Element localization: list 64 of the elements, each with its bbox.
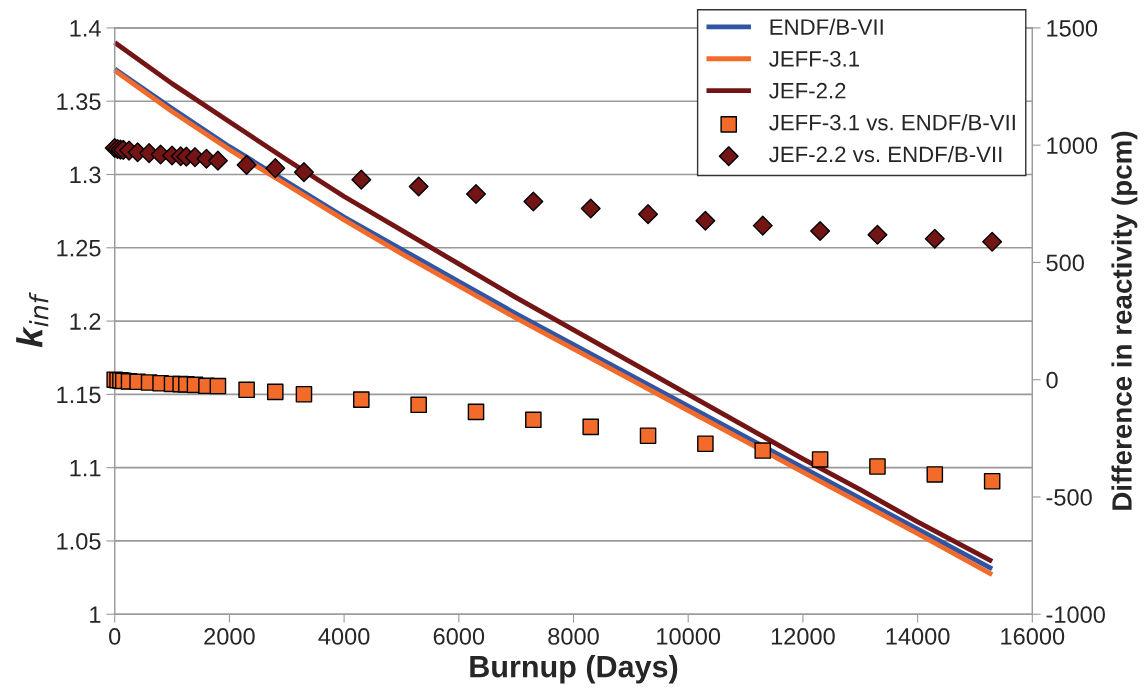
y-tick-label: 1.4: [70, 20, 101, 37]
y-tick-label: 1.3: [70, 166, 101, 184]
legend-label: JEFF-3.1 vs. ENDF/B-VII: [769, 114, 1015, 131]
y2-tick-label: 1500: [1047, 19, 1098, 37]
y2-tick-label: -500: [1046, 489, 1092, 506]
point: [752, 215, 773, 236]
point: [811, 451, 829, 468]
point: [353, 391, 370, 408]
legend-label: JEFF-3.1: [769, 51, 860, 67]
y-tick-label: 1.05: [57, 533, 101, 550]
y2-tick-label: 1000: [1047, 137, 1098, 154]
point: [410, 396, 427, 414]
point: [465, 183, 487, 204]
x-axis-title: Burnup (Days): [470, 655, 678, 684]
point: [982, 231, 1003, 252]
x-tick-label: 6000: [433, 628, 485, 645]
point: [869, 458, 886, 475]
x-tick-label: 8000: [548, 628, 599, 645]
point: [351, 169, 372, 190]
point: [467, 403, 485, 421]
point: [810, 221, 831, 242]
x-tick-label: 14000: [886, 628, 950, 645]
point: [209, 377, 227, 395]
point: [293, 162, 314, 183]
point: [525, 411, 542, 429]
point: [265, 158, 286, 179]
point: [408, 176, 429, 197]
point: [924, 228, 945, 249]
legend-label: ENDF/B-VII: [770, 18, 883, 35]
y2-axis-title: Difference in reactivity (pcm): [1111, 131, 1138, 510]
point: [695, 210, 716, 231]
y-tick-label: 1.35: [57, 93, 101, 110]
x-tick-label: 16000: [1001, 628, 1065, 645]
y-tick-label: 1.15: [57, 386, 101, 404]
y-tick-label: 1.25: [57, 239, 101, 257]
point: [236, 154, 257, 175]
point: [582, 418, 600, 436]
point: [983, 472, 1001, 490]
legend-label: JEF-2.2 vs. ENDF/B-VII: [769, 145, 1002, 163]
point: [523, 191, 544, 212]
y-axis-title: k$_{inf}$: [16, 292, 49, 348]
y2-tick-label: 500: [1046, 254, 1084, 272]
y-tick-label: 1.1: [70, 459, 101, 477]
y-tick-label: 1: [90, 606, 101, 623]
point: [867, 224, 888, 245]
point: [580, 198, 601, 219]
x-tick-label: 10000: [657, 628, 721, 645]
y2-tick-label: 0: [1046, 371, 1058, 389]
x-tick-label: 0: [109, 628, 121, 645]
y2-tick-label: -1000: [1046, 606, 1105, 624]
point: [639, 427, 657, 445]
point: [295, 385, 313, 403]
point: [638, 204, 659, 225]
point: [238, 381, 255, 399]
point: [926, 466, 944, 483]
point: [697, 435, 714, 453]
legend-label: JEF-2.2: [769, 82, 846, 99]
x-tick-label: 2000: [204, 628, 255, 645]
point: [207, 150, 228, 171]
x-tick-label: 4000: [318, 628, 370, 645]
y-tick-label: 1.2: [70, 313, 101, 330]
point: [754, 442, 772, 459]
x-tick-label: 12000: [771, 628, 835, 645]
point: [266, 383, 284, 401]
